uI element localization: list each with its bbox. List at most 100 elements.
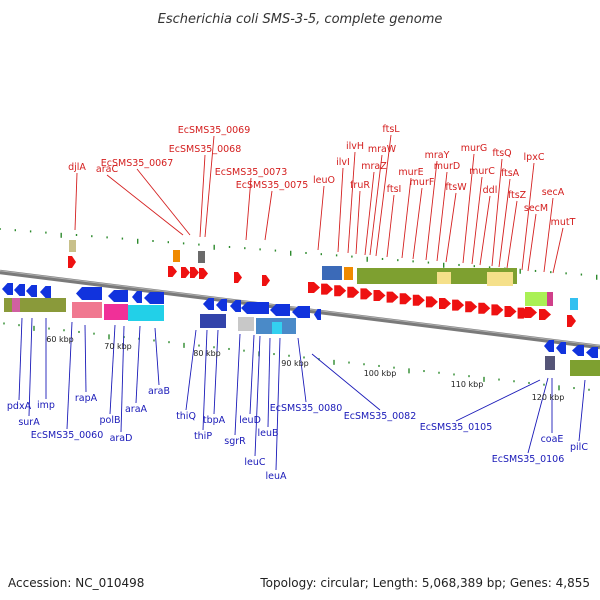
feature-box <box>437 272 451 284</box>
forward-gene-arrow <box>321 283 334 295</box>
forward-gene-arrow <box>347 286 360 298</box>
reverse-gene-arrow <box>270 304 290 316</box>
gene-label-top: ftsW <box>445 182 467 193</box>
label-leader-line <box>445 192 457 263</box>
gene-label-bottom: sgrR <box>224 436 246 447</box>
forward-gene-arrow <box>539 309 551 320</box>
label-leader-line <box>254 335 261 457</box>
feature-box <box>238 317 254 331</box>
label-leader-line <box>28 317 33 417</box>
gene-label-top: ilvI <box>336 157 350 168</box>
forward-gene-arrow <box>234 272 242 283</box>
label-leader-line <box>369 154 383 256</box>
label-leader-line <box>213 329 219 415</box>
gene-label-bottom: EcSMS35_0082 <box>344 411 417 422</box>
label-leader-line <box>364 171 375 256</box>
label-leader-line <box>109 324 116 415</box>
label-leader-line <box>355 190 361 255</box>
forward-gene-arrow <box>190 267 199 278</box>
gene-label-top: EcSMS35_0068 <box>169 144 242 155</box>
gene-label-bottom: thiP <box>194 431 212 442</box>
forward-gene-arrow <box>491 304 504 316</box>
forward-gene-arrow <box>439 298 451 309</box>
scale-label: 110 kbp <box>451 380 484 389</box>
gene-label-bottom: surA <box>18 417 40 428</box>
gene-label-top: ftsQ <box>492 148 511 159</box>
label-leader-line <box>455 379 541 422</box>
gene-label-bottom: imp <box>37 400 55 411</box>
gene-label-top: EcSMS35_0069 <box>178 125 251 136</box>
label-leader-line <box>479 195 491 266</box>
scale-labels: 60 kbp 70 kbp 80 kbp 90 kbp 100 kbp 110 kbp 12… <box>46 335 564 402</box>
genome-summary-text: Topology: circular; Length: 5,068,389 bp… <box>259 576 590 590</box>
gene-label-top: leuO <box>313 175 335 186</box>
label-leader-line <box>527 213 537 272</box>
label-leader-line <box>425 160 438 261</box>
gene-label-top: ftsA <box>501 168 520 179</box>
forward-gene-arrow <box>412 294 425 306</box>
label-leader-line <box>135 325 141 404</box>
gene-label-top: ilvH <box>346 141 364 152</box>
label-leader-line <box>199 154 206 238</box>
gene-label-top: murD <box>434 161 461 172</box>
label-leader-line <box>136 168 191 236</box>
reverse-gene-arrow <box>241 302 269 314</box>
feature-box <box>69 240 76 252</box>
scale-label: 100 kbp <box>364 369 397 378</box>
reverse-gene-arrow <box>203 298 214 310</box>
label-leader-line <box>202 329 208 431</box>
gene-label-bottom: rapA <box>75 393 98 404</box>
reverse-gene-arrow <box>108 290 128 302</box>
label-leader-line <box>297 337 307 403</box>
label-leader-line <box>471 176 483 265</box>
label-leader-line <box>234 333 241 436</box>
gene-label-top: EcSMS35_0075 <box>236 180 309 191</box>
label-leader-line <box>436 171 448 262</box>
reverse-gene-arrow <box>586 347 598 358</box>
label-leader-line <box>386 194 395 258</box>
gene-label-bottom: EcSMS35_0080 <box>270 403 343 414</box>
feature-box <box>525 292 551 306</box>
reverse-gene-arrow <box>40 286 51 298</box>
feature-box <box>487 272 513 286</box>
forward-gene-arrow <box>308 282 320 293</box>
gene-label-top: mraY <box>425 150 450 161</box>
label-leader-line <box>543 197 554 273</box>
gene-label-top: ftsZ <box>508 190 527 201</box>
feature-box <box>104 304 128 320</box>
label-leader-line <box>106 174 184 236</box>
label-leader-line <box>245 177 252 241</box>
gene-label-top: lpxC <box>524 152 545 163</box>
gene-label-top: murC <box>469 166 495 177</box>
forward-gene-arrow <box>386 291 399 303</box>
feature-box <box>547 292 553 306</box>
feature-box <box>545 356 555 370</box>
reverse-gene-arrow <box>132 291 142 303</box>
feature-box <box>570 298 578 310</box>
gene-label-bottom: leuC <box>244 457 266 468</box>
feature-box <box>128 305 164 321</box>
reverse-gene-arrow <box>292 306 310 318</box>
gene-label-top: ddl <box>483 185 498 196</box>
reverse-gene-arrow <box>144 292 164 304</box>
gene-label-bottom: coaE <box>541 434 564 445</box>
gene-label-top: ftsI <box>387 184 402 195</box>
forward-gene-arrow <box>199 268 208 279</box>
forward-gene-arrow <box>360 288 373 300</box>
reverse-gene-arrow <box>26 285 37 297</box>
label-leader-line <box>375 134 392 257</box>
label-leader-line <box>18 317 23 401</box>
label-leader-line <box>264 190 273 241</box>
feature-box <box>322 266 342 280</box>
forward-gene-arrow <box>478 302 491 314</box>
feature-box <box>173 250 180 262</box>
label-leader-line <box>185 329 197 411</box>
gene-label-bottom: pilC <box>570 442 588 453</box>
forward-gene-arrow <box>425 296 438 308</box>
label-leader-line <box>552 227 564 274</box>
forward-gene-arrow <box>567 315 576 327</box>
forward-gene-arrow <box>504 306 517 317</box>
gene-label-bottom: EcSMS35_0106 <box>492 454 565 465</box>
feature-box <box>12 298 20 312</box>
